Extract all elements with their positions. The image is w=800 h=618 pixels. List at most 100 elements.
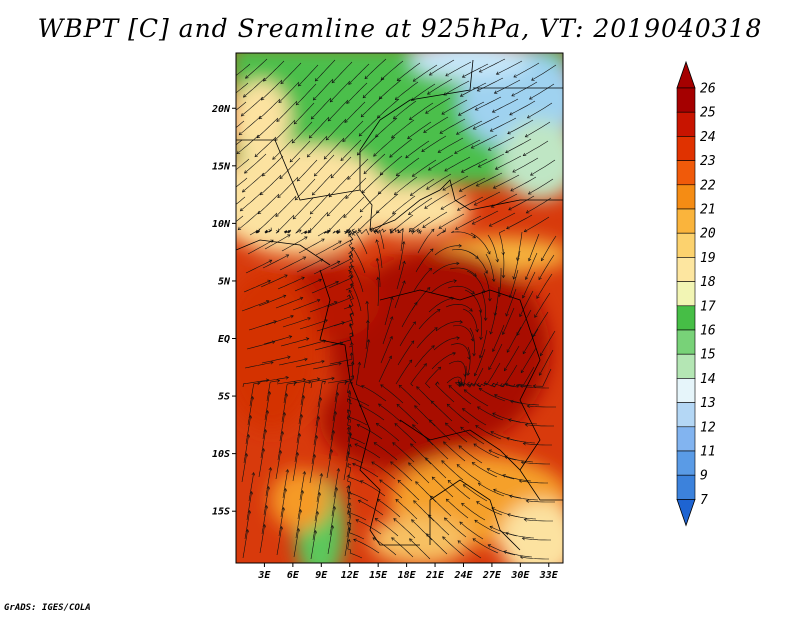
streamline [309, 116, 330, 139]
colorbar-cell [676, 184, 696, 210]
streamline [373, 136, 396, 157]
streamline-arrow [453, 279, 457, 283]
streamline [431, 400, 453, 422]
streamline-arrow [509, 494, 513, 499]
streamline-arrow [469, 308, 473, 312]
streamline-arrow [342, 138, 346, 143]
streamline-arrow [272, 156, 276, 160]
streamline [263, 486, 269, 516]
streamline [410, 443, 432, 465]
streamline-arrow [487, 544, 492, 548]
streamline-arrow [349, 322, 353, 327]
streamline [266, 380, 280, 402]
streamline-arrow [331, 376, 335, 381]
streamline [475, 96, 502, 111]
streamline-arrow [348, 251, 352, 255]
streamline-arrow [358, 133, 363, 137]
streamline [504, 456, 534, 463]
streamline-arrow [304, 236, 308, 240]
streamline [314, 154, 335, 177]
streamline [333, 468, 339, 498]
streamline-arrow [491, 383, 495, 387]
streamline-arrow [379, 171, 384, 176]
streamline-arrow [263, 429, 268, 433]
streamline-arrow [408, 211, 412, 216]
streamline [393, 518, 416, 539]
streamline [449, 267, 477, 277]
streamline-arrow [483, 317, 488, 321]
streamline-arrow [345, 195, 349, 199]
streamline [260, 174, 282, 196]
streamline-arrow [371, 461, 375, 465]
streamline-arrow [374, 518, 379, 522]
streamline [379, 479, 403, 499]
streamline-arrow [293, 120, 298, 125]
streamline [347, 474, 352, 500]
streamline-arrow [506, 349, 510, 353]
streamline [360, 96, 383, 118]
streamline-arrow [310, 116, 315, 120]
streamline-arrow [357, 228, 362, 232]
streamline [422, 211, 448, 228]
colorbar-cell [676, 474, 696, 500]
streamline [423, 116, 449, 133]
colorbar-cell [676, 450, 696, 476]
streamline-arrow [244, 170, 248, 174]
streamline-arrow [261, 173, 266, 177]
streamline-arrow [409, 228, 413, 232]
streamline [417, 228, 435, 254]
streamline [488, 449, 517, 461]
streamline-arrow [327, 117, 332, 122]
streamline-arrow [357, 361, 362, 366]
streamline-arrow [512, 169, 516, 173]
streamline-arrow [394, 423, 398, 427]
colorbar: 26 25 24 23 22 21 20 19 18 17 16 15 14 13 12 11 9 7 [676, 60, 716, 527]
streamline [282, 469, 288, 499]
streamline [513, 250, 521, 280]
streamline-arrow [322, 339, 327, 343]
streamline-arrow [280, 431, 285, 435]
streamline [246, 491, 252, 521]
streamline-arrow [461, 502, 465, 507]
streamline [436, 230, 446, 237]
lon-label: 15E [369, 570, 388, 581]
streamline [413, 500, 435, 522]
streamline-arrow [226, 98, 229, 101]
streamline-arrow [348, 289, 352, 294]
streamline-arrow [284, 274, 288, 278]
streamline [352, 230, 368, 255]
streamline [487, 234, 498, 262]
streamline [245, 259, 272, 274]
streamline-arrow [493, 488, 497, 493]
colorbar-cell [676, 329, 696, 355]
streamline-arrow [373, 153, 377, 157]
streamline-arrow [487, 250, 491, 255]
streamline-arrow [374, 229, 378, 233]
streamline-arrow [296, 528, 301, 532]
streamline [275, 450, 281, 480]
streamline-arrow [390, 230, 394, 234]
streamline-arrow [366, 319, 370, 324]
colorbar-cell [676, 111, 696, 137]
streamline-arrow [395, 499, 399, 503]
streamline [391, 119, 415, 139]
streamline [257, 193, 280, 215]
streamline [313, 261, 340, 275]
streamline [258, 98, 281, 120]
streamline [378, 174, 401, 195]
streamline-arrow [392, 211, 396, 215]
streamline-arrow [313, 530, 318, 534]
streamline-arrow [416, 386, 420, 390]
streamline [479, 388, 506, 402]
streamline-arrow [311, 192, 316, 196]
streamline [526, 197, 552, 214]
streamline-arrow [474, 107, 479, 111]
streamline-arrow [240, 113, 245, 117]
streamline [528, 178, 554, 195]
streamline [262, 155, 284, 177]
streamline [445, 61, 472, 77]
streamline [435, 321, 463, 332]
streamline [510, 400, 540, 406]
streamline [418, 309, 441, 330]
